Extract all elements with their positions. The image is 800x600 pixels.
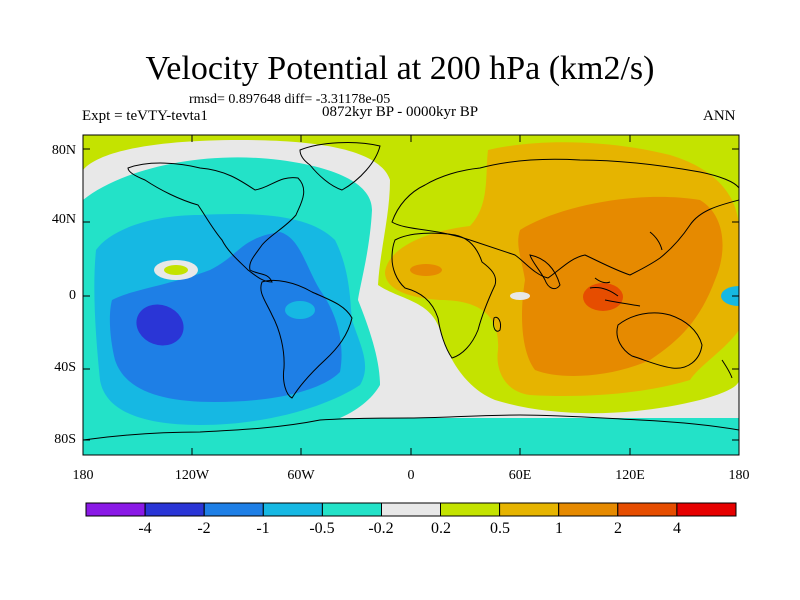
coast-india	[529, 254, 561, 290]
stats-line: rmsd= 0.897648 diff= -3.31178e-05	[189, 92, 391, 107]
lon-ticks	[191, 135, 631, 455]
colorbar	[85, 502, 737, 517]
field-patch-npac-core	[164, 265, 188, 275]
colorbar-label: 2	[614, 520, 622, 537]
coast-africa	[391, 232, 497, 359]
colorbar-label: 1	[555, 520, 563, 537]
colorbar-swatch	[321, 502, 382, 517]
colorbar-swatch	[558, 502, 619, 517]
colorbar-swatch	[262, 502, 323, 517]
field-patch-epac	[721, 286, 739, 306]
period-label: 0872kyr BP - 0000kyr BP	[322, 104, 479, 120]
coast-australia	[616, 312, 703, 369]
season-label: ANN	[703, 108, 736, 124]
colorbar-swatch	[440, 502, 501, 517]
lon-label-60w: 60W	[287, 468, 315, 483]
lon-label-180w: 180	[72, 468, 94, 483]
colorbar-swatch	[203, 502, 264, 517]
colorbar-label: 4	[673, 520, 681, 537]
coast-antarctica	[83, 414, 739, 441]
coast-greenland	[299, 142, 381, 191]
colorbar-label: -1	[256, 520, 270, 537]
coastlines	[83, 142, 739, 441]
colorbar-swatch	[381, 502, 442, 517]
field-patch-eqatl	[510, 292, 530, 300]
lon-label-0: 0	[407, 468, 415, 483]
field-pos-1	[518, 196, 723, 376]
coast-madagascar	[493, 316, 501, 332]
field-pos-2	[583, 283, 623, 311]
field-patch-africa	[410, 264, 442, 276]
lon-label-180e: 180	[728, 468, 750, 483]
coast-eurasia	[391, 158, 739, 279]
coast-japan	[649, 231, 663, 251]
colorbar-swatch	[499, 502, 560, 517]
field-neg-2	[136, 304, 184, 346]
colorbar-label: -0.5	[309, 520, 335, 537]
experiment-label: Expt = teVTY-tevta1	[82, 108, 208, 124]
lat-label-80s: 80S	[54, 432, 76, 447]
lat-label-eq: 0	[69, 288, 76, 303]
colorbar-label: 0.5	[490, 520, 510, 537]
contour-field	[83, 135, 739, 455]
lon-label-120e: 120E	[615, 468, 645, 483]
coast-maritime-asia	[589, 277, 641, 307]
lat-ticks	[83, 148, 739, 441]
lat-label-40s: 40S	[54, 360, 76, 375]
map-title: Velocity Potential at 200 hPa (km2/s)	[145, 50, 655, 87]
lon-label-60e: 60E	[508, 468, 532, 483]
lat-label-40n: 40N	[51, 212, 76, 227]
coast-new-zealand	[721, 359, 733, 379]
colorbar-label: -0.2	[368, 520, 394, 537]
coast-north-america	[127, 162, 305, 283]
colorbar-swatch	[85, 502, 146, 517]
lat-label-80n: 80N	[51, 143, 76, 158]
lon-label-120w: 120W	[174, 468, 210, 483]
colorbar-swatch	[617, 502, 678, 517]
colorbar-label: -4	[138, 520, 152, 537]
colorbar-swatch	[144, 502, 205, 517]
colorbar-label: 0.2	[431, 520, 451, 537]
colorbar-label: -2	[197, 520, 211, 537]
coast-south-america	[260, 279, 353, 399]
colorbar-swatch	[676, 502, 737, 517]
field-patch-satl	[285, 301, 315, 319]
